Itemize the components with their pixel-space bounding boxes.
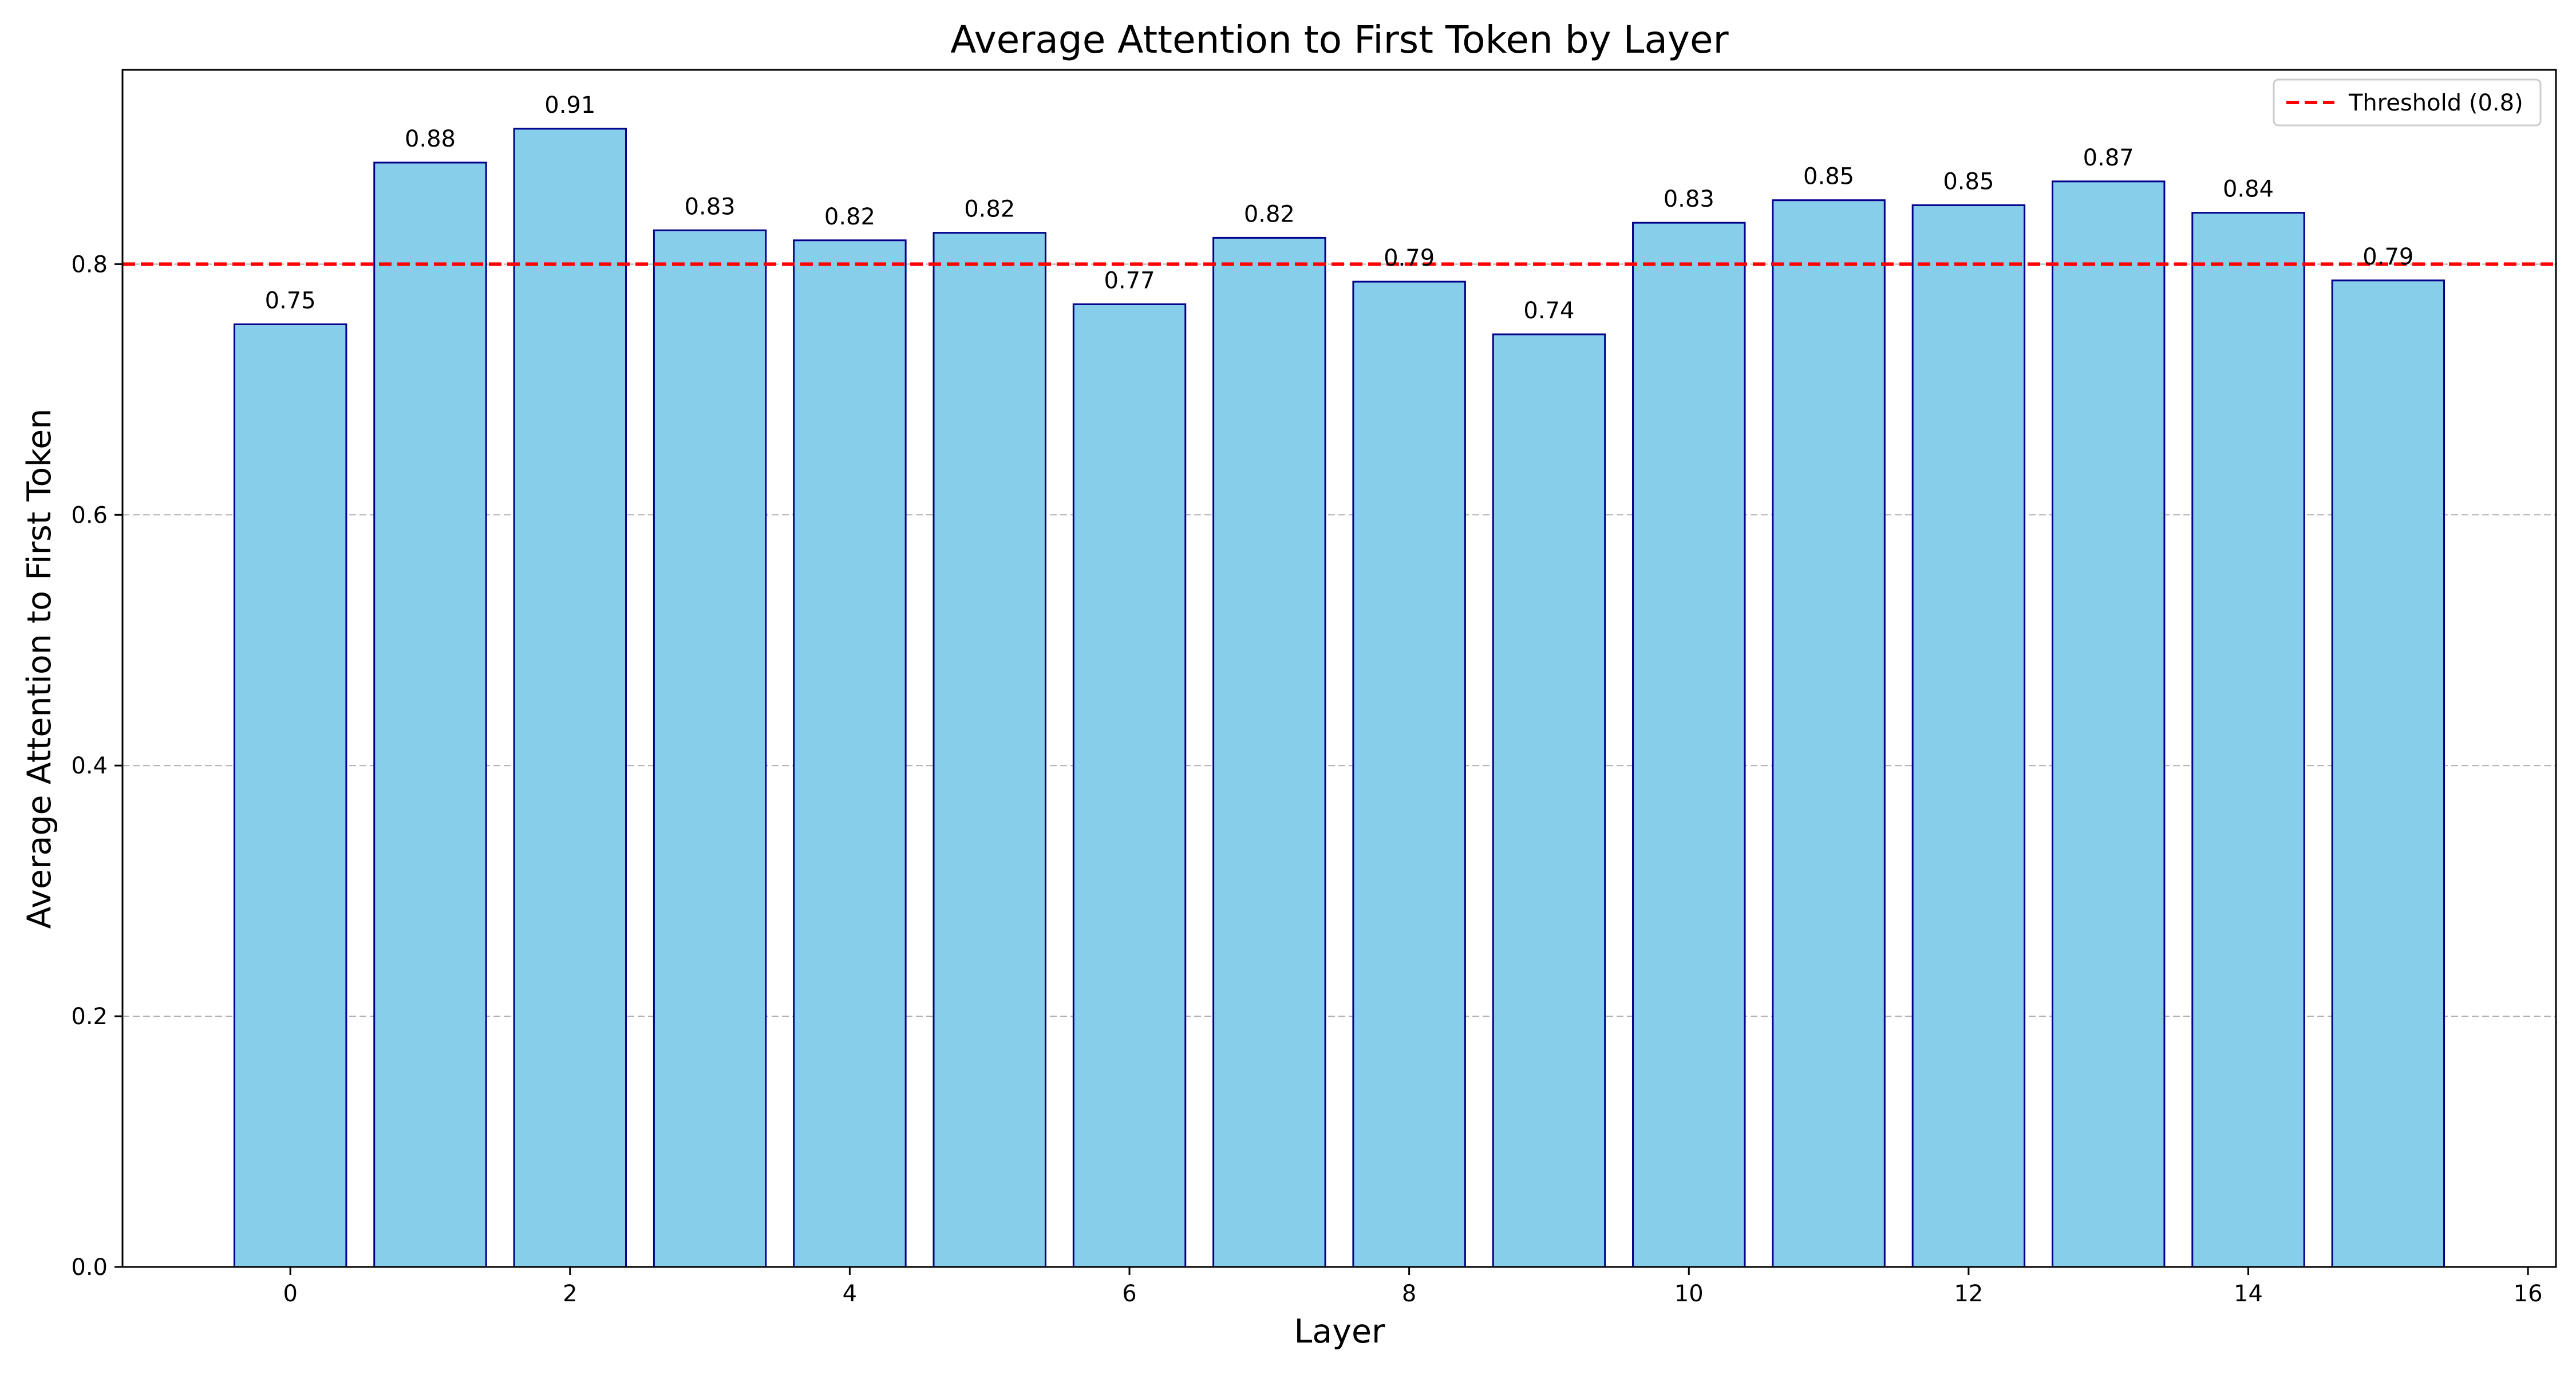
data-label-layer-10: 0.83 <box>1664 186 1714 212</box>
bar-layer-5 <box>933 232 1046 1268</box>
bar-layer-0 <box>233 323 347 1268</box>
bar-layer-7 <box>1212 236 1326 1268</box>
y-tick-label: 0.2 <box>71 1004 108 1030</box>
bar-layer-3 <box>653 229 767 1268</box>
data-label-layer-2: 0.91 <box>544 92 595 119</box>
x-tick-label: 12 <box>1954 1281 1983 1307</box>
bar-layer-12 <box>1911 204 2026 1268</box>
data-label-layer-0: 0.75 <box>265 287 316 314</box>
y-tick-label: 0.6 <box>71 502 108 528</box>
bar-layer-10 <box>1632 222 1746 1268</box>
data-label-layer-7: 0.82 <box>1244 201 1295 227</box>
bar-layer-2 <box>513 128 627 1268</box>
y-tick-label: 0.4 <box>71 753 108 779</box>
data-label-layer-8: 0.79 <box>1384 245 1435 271</box>
x-axis-ticks: 0 2 4 6 8 10 12 14 16 <box>283 1267 2543 1307</box>
bar-layer-1 <box>373 161 487 1268</box>
x-tick-label: 4 <box>843 1281 857 1307</box>
y-axis-label: Average Attention to First Token <box>21 409 58 929</box>
bar-layer-6 <box>1072 303 1187 1268</box>
data-label-layer-4: 0.82 <box>824 204 875 230</box>
data-labels: 0.75 0.88 0.91 0.83 0.82 0.82 0.77 0.82 0.79 0.74… <box>265 92 2414 324</box>
x-tick-label: 0 <box>283 1281 297 1307</box>
x-axis-label: Layer <box>1294 1313 1385 1351</box>
x-tick-label: 16 <box>2514 1281 2543 1307</box>
y-tick-label: 0.0 <box>71 1254 108 1281</box>
chart-title: Average Attention to First Token by Laye… <box>950 18 1729 62</box>
bar-layer-11 <box>1772 199 1886 1268</box>
y-tick-label: 0.8 <box>71 251 108 278</box>
x-tick-label: 10 <box>1674 1281 1704 1307</box>
bar-layer-4 <box>793 239 907 1268</box>
legend: Threshold (0.8) <box>2273 78 2542 127</box>
x-tick-label: 6 <box>1122 1281 1136 1307</box>
bar-layer-14 <box>2191 212 2305 1268</box>
data-label-layer-9: 0.74 <box>1523 298 1574 324</box>
legend-threshold-label: Threshold (0.8) <box>2348 90 2523 116</box>
legend-box <box>2273 78 2542 127</box>
data-label-layer-6: 0.77 <box>1104 267 1155 294</box>
data-label-layer-12: 0.85 <box>1943 168 1994 195</box>
bar-layer-13 <box>2051 180 2166 1268</box>
data-label-layer-15: 0.79 <box>2362 244 2413 270</box>
data-label-layer-11: 0.85 <box>1803 164 1854 190</box>
data-label-layer-14: 0.84 <box>2223 176 2274 203</box>
x-tick-label: 14 <box>2234 1281 2263 1307</box>
x-tick-label: 2 <box>563 1281 577 1307</box>
bar-layer-8 <box>1352 281 1466 1268</box>
data-label-layer-5: 0.82 <box>964 196 1015 223</box>
x-tick-label: 8 <box>1402 1281 1416 1307</box>
bars <box>233 128 2445 1268</box>
data-label-layer-3: 0.83 <box>685 194 736 220</box>
plot-frame <box>121 69 2557 1268</box>
bar-layer-9 <box>1492 333 1606 1268</box>
bar-layer-15 <box>2331 279 2445 1268</box>
data-label-layer-13: 0.87 <box>2083 145 2134 171</box>
y-axis-ticks: 0.0 0.2 0.4 0.6 0.8 <box>71 251 123 1281</box>
data-label-layer-1: 0.88 <box>405 126 456 152</box>
